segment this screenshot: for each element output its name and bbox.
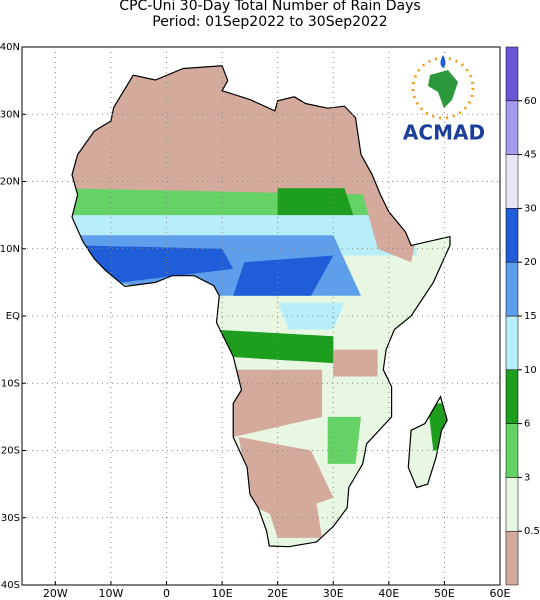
- rain-region: [333, 349, 378, 377]
- subtitle: Period: 01Sep2022 to 30Sep2022: [152, 14, 387, 30]
- rain-region: [233, 369, 323, 437]
- x-tick-label: 60E: [490, 587, 511, 600]
- rain-region: [77, 245, 234, 283]
- x-tick-label: 10E: [212, 587, 233, 600]
- colorbar-label: 6: [524, 419, 530, 430]
- rain-region: [238, 437, 334, 518]
- rain-region: [233, 255, 334, 296]
- colorbar-swatch: [505, 154, 519, 209]
- y-tick-label: 10S: [1, 378, 20, 389]
- colorbar-label: 60: [524, 96, 537, 107]
- x-tick-label: 30E: [323, 587, 344, 600]
- rain-region: [277, 302, 345, 330]
- y-tick-label: 30N: [0, 109, 20, 120]
- colorbar-label: 15: [524, 311, 537, 322]
- y-tick-label: 30S: [1, 513, 20, 524]
- y-tick-label: EQ: [6, 311, 20, 322]
- colorbar-swatch: [505, 530, 519, 586]
- colorbar-swatch: [505, 423, 519, 478]
- y-tick-label: 40N: [0, 42, 20, 53]
- x-tick-label: 40E: [378, 587, 399, 600]
- colorbar-label: 3: [524, 472, 530, 483]
- colorbar-label: 0.5: [524, 526, 540, 537]
- colorbar-label: 45: [524, 150, 537, 161]
- rain-region: [266, 504, 323, 538]
- colorbar-label: 10: [524, 365, 537, 376]
- colorbar-label: 20: [524, 257, 537, 268]
- coastline: [407, 395, 448, 489]
- x-tick-label: 10W: [98, 587, 123, 600]
- colorbar-swatch: [505, 208, 519, 263]
- x-tick-label: 50E: [434, 587, 455, 600]
- colorbar-swatch: [505, 369, 519, 424]
- colorbar-swatch: [505, 477, 519, 532]
- logo-text: ACMAD: [403, 121, 485, 145]
- colorbar-swatch: [505, 261, 519, 317]
- colorbar-label: 30: [524, 203, 537, 214]
- x-tick-label: 20W: [43, 587, 68, 600]
- x-tick-label: 0: [163, 587, 170, 600]
- y-tick-label: 10N: [0, 244, 20, 255]
- rain-region: [211, 329, 334, 364]
- y-tick-label: 20N: [0, 177, 20, 188]
- logo: ACMAD: [403, 55, 485, 145]
- coastline: [71, 65, 451, 548]
- x-tick-label: 20E: [267, 587, 288, 600]
- colorbar-swatch: [505, 100, 519, 155]
- colorbar-swatch: [505, 315, 519, 371]
- title: CPC-Uni 30-Day Total Number of Rain Days: [119, 0, 420, 14]
- y-tick-label: 40S: [1, 580, 20, 591]
- colorbar-swatch: [505, 46, 519, 102]
- y-tick-label: 20S: [1, 446, 20, 457]
- rain-region: [327, 416, 361, 464]
